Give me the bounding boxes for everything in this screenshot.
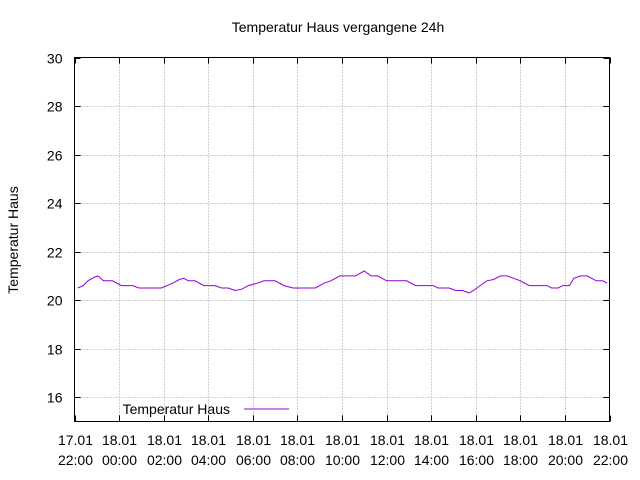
x-tick-label-time: 22:00	[58, 452, 93, 468]
y-tick-label: 18	[47, 342, 63, 358]
y-axis-label: Temperatur Haus	[5, 186, 21, 293]
legend: Temperatur Haus	[123, 401, 289, 417]
x-tick-label-date: 18.01	[280, 432, 315, 448]
y-tick-label: 20	[47, 293, 63, 309]
y-tick-label: 28	[47, 99, 63, 115]
x-tick-label-time: 04:00	[191, 452, 226, 468]
x-tick-label-time: 10:00	[325, 452, 360, 468]
x-tick-label-time: 06:00	[236, 452, 271, 468]
y-tick-label: 16	[47, 390, 63, 406]
x-tick-label-date: 18.01	[102, 432, 137, 448]
x-tick-label-time: 20:00	[548, 452, 583, 468]
x-tick-label-date: 18.01	[236, 432, 271, 448]
x-tick-label-date: 18.01	[593, 432, 628, 448]
chart-title: Temperatur Haus vergangene 24h	[232, 19, 444, 35]
x-tick-label-time: 08:00	[280, 452, 315, 468]
x-tick-label-date: 18.01	[414, 432, 449, 448]
x-tick-label-date: 17.01	[58, 432, 93, 448]
x-tick-label-date: 18.01	[147, 432, 182, 448]
x-tick-label-date: 18.01	[503, 432, 538, 448]
series-layer	[77, 270, 608, 294]
grid-lines	[74, 57, 610, 422]
x-tick-label-time: 22:00	[593, 452, 628, 468]
legend-label: Temperatur Haus	[123, 401, 230, 417]
x-tick-label-time: 18:00	[503, 452, 538, 468]
x-tick-label-time: 12:00	[370, 452, 405, 468]
x-tick-label-time: 02:00	[147, 452, 182, 468]
x-tick-label-date: 18.01	[459, 432, 494, 448]
x-tick-label-time: 16:00	[459, 452, 494, 468]
x-tick-label-date: 18.01	[548, 432, 583, 448]
axis-ticks: 16 18 20 22 24 26 28 30 17.01 22:00 18.01 00:00 18.0…	[47, 51, 628, 469]
x-tick-label-time: 00:00	[102, 452, 137, 468]
y-tick-label: 30	[47, 51, 63, 67]
y-tick-label: 22	[47, 245, 63, 261]
y-tick-label: 24	[47, 196, 63, 212]
x-tick-label-time: 14:00	[414, 452, 449, 468]
y-tick-label: 26	[47, 148, 63, 164]
x-tick-label-date: 18.01	[325, 432, 360, 448]
x-tick-label-date: 18.01	[191, 432, 226, 448]
series-line	[77, 270, 608, 294]
x-tick-label-date: 18.01	[370, 432, 405, 448]
